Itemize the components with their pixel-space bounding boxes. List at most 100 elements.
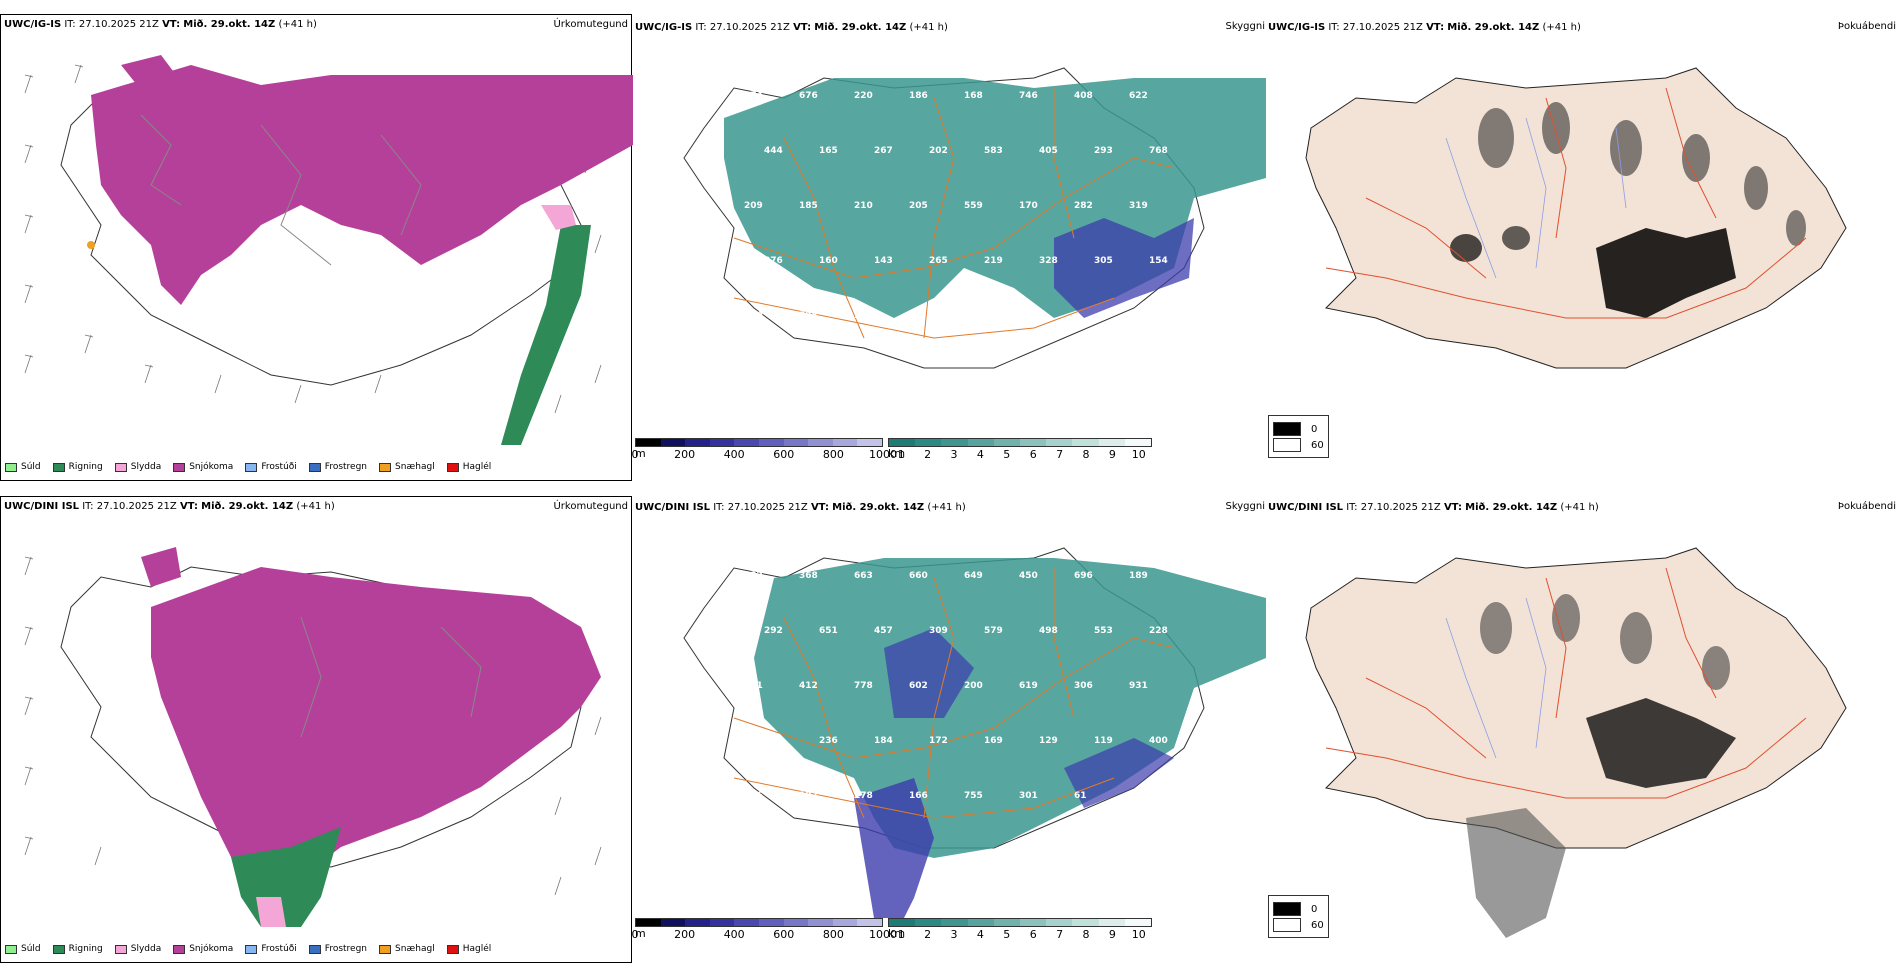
legend-item: Haglél: [446, 462, 491, 472]
roads: [733, 568, 1175, 819]
legend-item: Frostúði: [245, 462, 297, 472]
visibility-labels: 674 676 220 186 168 746 408 622 444 165 267 202 583 4…: [744, 91, 1168, 321]
snow-area: [151, 567, 601, 897]
legend-item: Rigning: [52, 944, 103, 954]
legend-swatch: [245, 944, 258, 954]
legend-label: Rigning: [68, 462, 103, 472]
legend-item: Snæhagl: [379, 944, 435, 954]
scale-tick: 2: [924, 448, 932, 461]
fog-index-panel-2: UWC/DINI ISL IT: 27.10.2025 21Z VT: Mið.…: [1266, 494, 1898, 961]
legend-label: Snjókoma: [189, 944, 234, 954]
fog-legend-label: 0: [1311, 903, 1318, 915]
fog-legend-item: 0: [1273, 422, 1324, 436]
precip-map: [1, 35, 633, 445]
visibility-value-label: 61: [1074, 791, 1087, 801]
scale-tick: 10: [1131, 448, 1146, 461]
legend-swatch: [308, 462, 321, 472]
scale-tick: 9: [1108, 448, 1116, 461]
visibility-value-label: 408: [1074, 91, 1093, 101]
scale-tick: 2: [924, 928, 932, 941]
visibility-value-label: 166: [909, 791, 928, 801]
fog-legend-label: 60: [1311, 919, 1324, 931]
visibility-value-label: 165: [819, 146, 838, 156]
legend-swatch: [5, 462, 17, 472]
scale-tick: 4: [976, 448, 984, 461]
visibility-value-label: 293: [1094, 146, 1113, 156]
precip-legend: Súld Rigning Slydda Snjókoma Frostúði Frostre…: [5, 944, 491, 954]
legend-label: Frostregn: [324, 944, 368, 954]
scale-tick: 600: [773, 928, 795, 941]
fog-index-panel-1: UWC/IG-IS IT: 27.10.2025 21Z VT: Mið. 29…: [1266, 14, 1898, 481]
visibility-value-label: 375: [764, 736, 783, 746]
visibility-value-label: 186: [909, 91, 928, 101]
scale-tick: 4: [976, 928, 984, 941]
visibility-value-label: 309: [929, 626, 948, 636]
sleet-spot: [541, 205, 576, 230]
scale-tick: 6: [1029, 928, 1037, 941]
legend-item: Rigning: [52, 462, 103, 472]
scale-tick: 5: [1003, 448, 1011, 461]
fog-legend-item: 60: [1273, 918, 1324, 932]
scale-tick: 9: [1108, 928, 1116, 941]
fog-legend: 0 60: [1268, 415, 1329, 458]
model-source: UWC/DINI ISL: [4, 501, 80, 512]
model-source: UWC/IG-IS: [4, 19, 62, 30]
scale-tick: 0: [631, 448, 639, 461]
visibility-value-label: 528: [799, 311, 818, 321]
visibility-value-label: 400: [1149, 736, 1168, 746]
legend-item: Snæhagl: [379, 462, 435, 472]
precip-legend: Súld Rigning Slydda Snjókoma Frostúði Frostre…: [5, 462, 491, 472]
visibility-value-label: 498: [1039, 626, 1058, 636]
legend-label: Frostúði: [261, 462, 297, 472]
fog-legend-label: 0: [1311, 423, 1318, 435]
scale-tick: 0: [631, 928, 639, 941]
scale-tick: 1: [897, 448, 905, 461]
scale-tick: 1000: [869, 448, 897, 461]
snow-area-w: [96, 95, 116, 135]
visibility-value-label: 119: [1129, 791, 1148, 801]
visibility-map: 674 676 220 186 168 746 408 622 444 165 267 202 583 4…: [634, 38, 1266, 438]
visibility-value-label: 154: [1149, 256, 1168, 266]
wind-barbs: [24, 556, 602, 896]
legend-label: Snjókoma: [189, 462, 234, 472]
legend-item: Snjókoma: [173, 944, 233, 954]
visibility-value-label: 220: [854, 91, 873, 101]
param-title: Úrkomutegund: [553, 501, 628, 512]
visibility-value-label: 622: [1129, 91, 1148, 101]
visibility-value-label: 12: [854, 311, 867, 321]
scale-tick: 10: [1131, 928, 1146, 941]
legend-swatch: [114, 944, 127, 954]
panel-header: UWC/DINI ISL IT: 27.10.2025 21Z VT: Mið.…: [1268, 501, 1896, 513]
legend-swatch: [446, 944, 459, 954]
legend-swatch: [173, 944, 186, 954]
panel-header: UWC/DINI ISL IT: 27.10.2025 21Z VT: Mið.…: [635, 501, 1265, 513]
fog-legend-label: 60: [1311, 439, 1324, 451]
legend-swatch: [114, 462, 127, 472]
visibility-value-label: 226: [744, 791, 763, 801]
visibility-value-label: 579: [984, 626, 1003, 636]
visibility-value-label: 319: [1129, 201, 1148, 211]
visibility-value-label: 192: [799, 791, 818, 801]
vis-scale-m: 0 200 400 600 800 1000 m: [631, 438, 897, 461]
legend-label: Snæhagl: [395, 462, 435, 472]
scale-tick: 400: [723, 448, 745, 461]
fog-index-map: [1266, 38, 1898, 438]
legend-item: Frostúði: [245, 944, 297, 954]
visibility-value-label: 265: [929, 256, 948, 266]
sleet-area-south: [256, 897, 286, 927]
scale-tick: 1000: [869, 928, 897, 941]
visibility-value-label: 170: [1019, 201, 1038, 211]
visibility-value-label: 282: [1074, 201, 1093, 211]
vis-scale-m: 0 200 400 600 800 1000 m: [631, 918, 897, 941]
legend-item: Súld: [5, 462, 41, 472]
legend-swatch: [52, 944, 65, 954]
dense-fog-area: [1054, 218, 1194, 318]
dense-fog-core: [1586, 698, 1736, 788]
visibility-value-label: 649: [964, 571, 983, 581]
panel-header: UWC/DINI ISL IT: 27.10.2025 21Z VT: Mið.…: [4, 501, 628, 512]
snow-area-small: [121, 55, 176, 90]
precip-type-panel-2: UWC/DINI ISL IT: 27.10.2025 21Z VT: Mið.…: [0, 496, 632, 963]
scale-tick: 200: [674, 448, 696, 461]
legend-item: Haglél: [446, 944, 491, 954]
rivers: [1445, 117, 1627, 279]
